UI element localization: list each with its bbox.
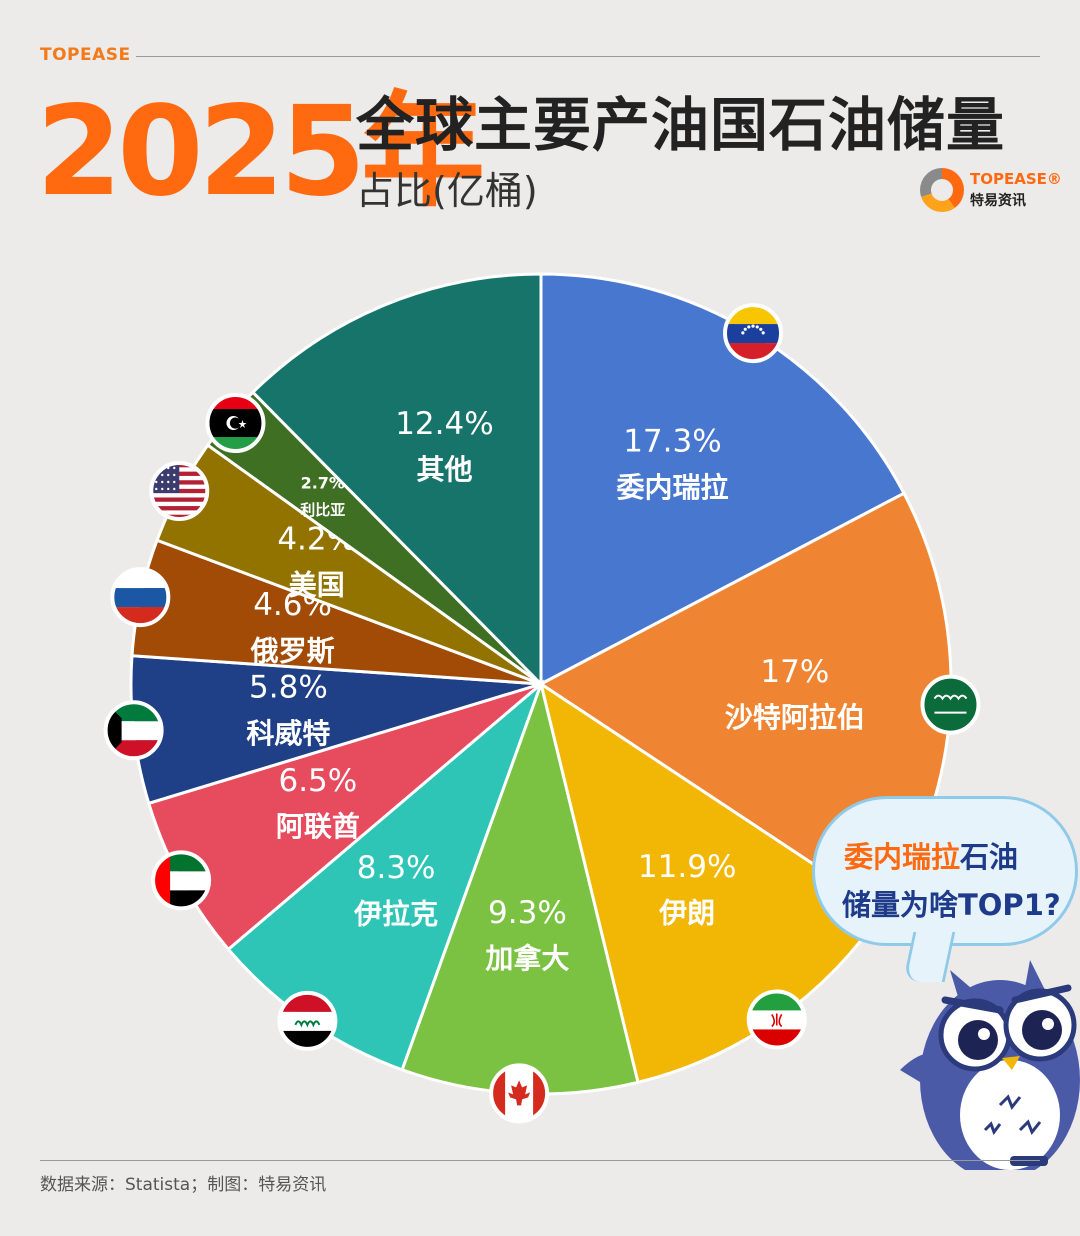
logo-text-cn: 特易资讯 bbox=[970, 193, 1026, 209]
slice-category-label: 伊朗 bbox=[658, 896, 715, 929]
iraq-flag-icon bbox=[277, 990, 338, 1051]
bubble-line-1-rest: 石油 bbox=[960, 840, 1019, 874]
slice-value-label: 8.3% bbox=[357, 850, 436, 886]
slice-category-label: 美国 bbox=[289, 569, 345, 602]
slice-value-label: 9.3% bbox=[488, 895, 567, 931]
slice-value-label: 11.9% bbox=[638, 849, 736, 885]
brand-logo: TOPEASE® 特易资讯 bbox=[920, 168, 1062, 214]
pie-slice bbox=[250, 272, 543, 688]
title-year: 2025年 bbox=[36, 80, 485, 224]
saudi-arabia-flag-icon bbox=[920, 674, 981, 735]
slice-category-label: 加拿大 bbox=[485, 942, 569, 975]
slice-category-label: 科威特 bbox=[246, 717, 330, 750]
libya-flag-icon bbox=[205, 393, 266, 454]
slice-category-label: 阿联酋 bbox=[276, 810, 360, 843]
bubble-highlight: 委内瑞拉 bbox=[844, 840, 961, 874]
slice-value-label: 17.3% bbox=[623, 423, 721, 459]
slice-value-label: 2.7% bbox=[301, 474, 345, 493]
russia-flag-icon bbox=[110, 567, 171, 628]
slice-value-label: 12.4% bbox=[395, 406, 493, 442]
venezuela-flag-icon bbox=[723, 303, 784, 364]
usa-flag-icon bbox=[149, 461, 210, 522]
slice-value-label: 6.5% bbox=[278, 763, 357, 799]
page-title: 全球主要产油国石油储量 bbox=[356, 91, 1006, 159]
slice-category-label: 委内瑞拉 bbox=[615, 471, 728, 504]
slice-category-label: 沙特阿拉伯 bbox=[725, 701, 865, 734]
owl-mascot-icon bbox=[900, 960, 1080, 1170]
slice-category-label: 其他 bbox=[416, 453, 472, 486]
kuwait-flag-icon bbox=[103, 700, 164, 761]
slice-category-label: 俄罗斯 bbox=[250, 635, 335, 668]
canada-flag-icon bbox=[489, 1063, 550, 1124]
uae-flag-icon bbox=[151, 850, 212, 911]
slice-value-label: 5.8% bbox=[249, 670, 328, 706]
logo-ring-icon bbox=[920, 168, 964, 212]
slice-value-label: 17% bbox=[760, 654, 829, 690]
page-subtitle: 占比(亿桶) bbox=[356, 169, 538, 213]
source-note: 数据来源：Statista；制图：特易资讯 bbox=[40, 1175, 327, 1195]
logo-text-en: TOPEASE® bbox=[970, 170, 1062, 188]
iran-flag-icon bbox=[746, 989, 807, 1050]
bottom-divider bbox=[40, 1160, 1040, 1161]
slice-category-label: 伊拉克 bbox=[353, 897, 438, 930]
top-divider bbox=[136, 56, 1040, 57]
slice-category-label: 利比亚 bbox=[300, 501, 345, 519]
bubble-line-2: 储量为啥TOP1? bbox=[842, 888, 1061, 922]
brand-name: TOPEASE bbox=[40, 45, 131, 65]
bubble-line-1: 委内瑞拉石油 bbox=[844, 834, 1018, 876]
